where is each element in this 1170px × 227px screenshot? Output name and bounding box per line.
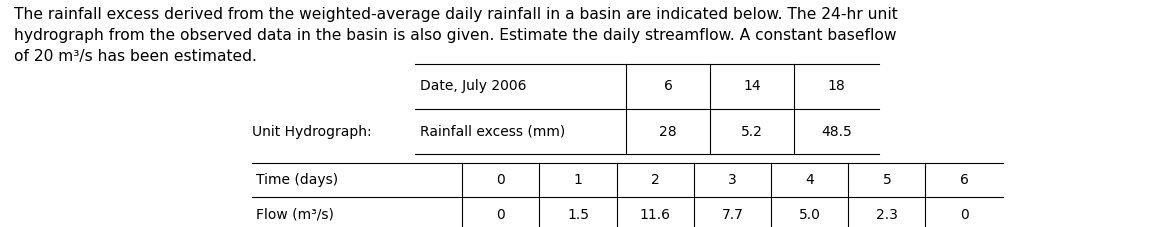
Text: 11.6: 11.6 [640, 207, 670, 222]
Text: Date, July 2006: Date, July 2006 [420, 79, 526, 93]
Text: 6: 6 [959, 173, 969, 188]
Text: 18: 18 [827, 79, 846, 93]
Text: Rainfall excess (mm): Rainfall excess (mm) [420, 125, 565, 139]
Text: 2.3: 2.3 [876, 207, 897, 222]
Text: 1.5: 1.5 [567, 207, 589, 222]
Text: 1: 1 [573, 173, 583, 188]
Text: 0: 0 [496, 173, 505, 188]
Text: 0: 0 [496, 207, 505, 222]
Text: Flow (m³/s): Flow (m³/s) [256, 207, 335, 222]
Text: 3: 3 [728, 173, 737, 188]
Text: 6: 6 [663, 79, 673, 93]
Text: 5: 5 [882, 173, 892, 188]
Text: 7.7: 7.7 [722, 207, 743, 222]
Text: Time (days): Time (days) [256, 173, 338, 188]
Text: 48.5: 48.5 [821, 125, 852, 139]
Text: 14: 14 [743, 79, 762, 93]
Text: 5.2: 5.2 [742, 125, 763, 139]
Text: 2: 2 [651, 173, 660, 188]
Text: 4: 4 [805, 173, 814, 188]
Text: 0: 0 [959, 207, 969, 222]
Text: 28: 28 [659, 125, 677, 139]
Text: 5.0: 5.0 [799, 207, 820, 222]
Text: Unit Hydrograph:: Unit Hydrograph: [252, 125, 371, 139]
Text: The rainfall excess derived from the weighted-average daily rainfall in a basin : The rainfall excess derived from the wei… [14, 7, 897, 64]
